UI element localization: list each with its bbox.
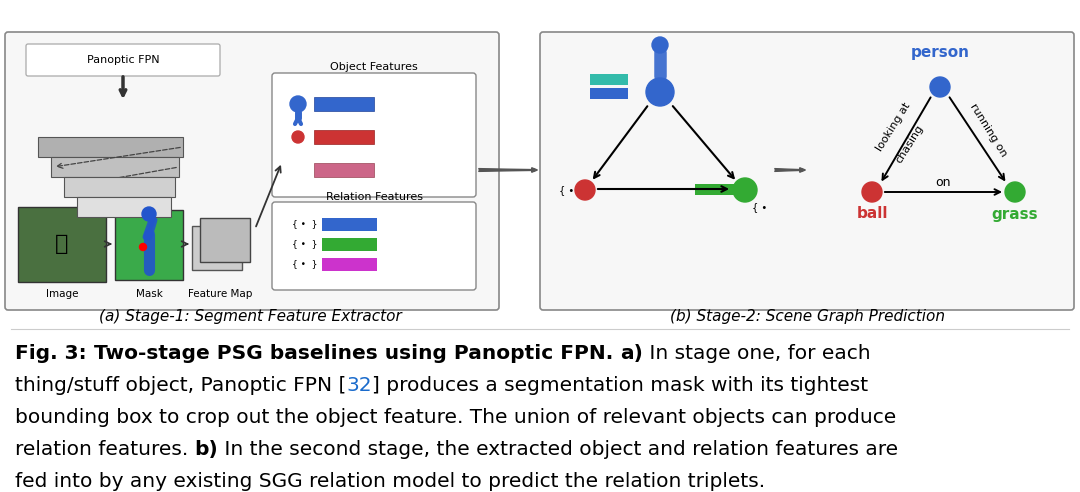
- FancyBboxPatch shape: [51, 157, 179, 177]
- Text: In the second stage, the extracted object and relation features are: In the second stage, the extracted objec…: [218, 440, 899, 459]
- FancyBboxPatch shape: [192, 226, 242, 270]
- Text: (b) Stage-2: Scene Graph Prediction: (b) Stage-2: Scene Graph Prediction: [670, 309, 945, 325]
- FancyBboxPatch shape: [114, 210, 183, 280]
- Text: Feature Map: Feature Map: [188, 289, 253, 299]
- Text: running on: running on: [968, 101, 1009, 158]
- FancyBboxPatch shape: [272, 202, 476, 290]
- Circle shape: [652, 37, 669, 53]
- FancyBboxPatch shape: [314, 163, 374, 177]
- Text: { •  }: { • }: [293, 259, 318, 269]
- Text: chasing: chasing: [894, 123, 926, 165]
- Text: { •  }: { • }: [293, 240, 318, 248]
- Text: relation features.: relation features.: [15, 440, 194, 459]
- Circle shape: [862, 182, 882, 202]
- Text: Mask: Mask: [136, 289, 162, 299]
- Text: { •  }: { • }: [293, 219, 318, 228]
- FancyBboxPatch shape: [322, 218, 377, 231]
- Text: thing/stuff object, Panoptic FPN [: thing/stuff object, Panoptic FPN [: [15, 376, 347, 395]
- FancyBboxPatch shape: [200, 218, 249, 262]
- Text: Object Features: Object Features: [330, 62, 418, 72]
- Circle shape: [930, 77, 950, 97]
- FancyBboxPatch shape: [26, 44, 220, 76]
- FancyBboxPatch shape: [272, 73, 476, 197]
- Text: 🏃: 🏃: [55, 234, 69, 254]
- Text: b): b): [194, 440, 218, 459]
- Text: ball: ball: [856, 207, 888, 221]
- Circle shape: [291, 96, 306, 112]
- Text: person: person: [910, 44, 970, 60]
- Text: Image: Image: [45, 289, 78, 299]
- Circle shape: [139, 244, 147, 250]
- Text: Relation Features: Relation Features: [325, 192, 422, 202]
- Text: { •: { •: [753, 202, 768, 212]
- Text: In stage one, for each: In stage one, for each: [643, 344, 870, 363]
- Text: ] produces a segmentation mask with its tightest: ] produces a segmentation mask with its …: [372, 376, 868, 395]
- Text: on: on: [935, 176, 950, 188]
- Text: grass: grass: [991, 207, 1038, 221]
- FancyBboxPatch shape: [5, 32, 499, 310]
- FancyBboxPatch shape: [314, 97, 374, 111]
- FancyBboxPatch shape: [590, 74, 627, 85]
- Circle shape: [646, 78, 674, 106]
- Text: Fig. 3:: Fig. 3:: [15, 344, 94, 363]
- FancyBboxPatch shape: [64, 177, 175, 197]
- FancyBboxPatch shape: [77, 197, 171, 217]
- FancyBboxPatch shape: [590, 88, 627, 99]
- Text: bounding box to crop out the object feature. The union of relevant objects can p: bounding box to crop out the object feat…: [15, 408, 896, 427]
- Circle shape: [292, 131, 303, 143]
- FancyBboxPatch shape: [696, 184, 735, 195]
- Text: (a) Stage-1: Segment Feature Extractor: (a) Stage-1: Segment Feature Extractor: [98, 309, 402, 325]
- Text: 32: 32: [347, 376, 372, 395]
- Text: { •: { •: [559, 185, 575, 195]
- Text: Panoptic FPN: Panoptic FPN: [86, 55, 160, 65]
- Circle shape: [1005, 182, 1025, 202]
- FancyBboxPatch shape: [18, 207, 106, 282]
- Circle shape: [575, 180, 595, 200]
- FancyBboxPatch shape: [38, 137, 183, 157]
- Circle shape: [733, 178, 757, 202]
- FancyBboxPatch shape: [540, 32, 1074, 310]
- Text: fed into by any existing SGG relation model to predict the relation triplets.: fed into by any existing SGG relation mo…: [15, 472, 765, 491]
- Text: looking at: looking at: [874, 101, 912, 153]
- FancyBboxPatch shape: [314, 130, 374, 144]
- Text: Two-stage PSG baselines using Panoptic FPN.: Two-stage PSG baselines using Panoptic F…: [94, 344, 620, 363]
- Text: a): a): [620, 344, 643, 363]
- FancyBboxPatch shape: [322, 258, 377, 271]
- FancyBboxPatch shape: [322, 238, 377, 251]
- Circle shape: [141, 207, 156, 221]
